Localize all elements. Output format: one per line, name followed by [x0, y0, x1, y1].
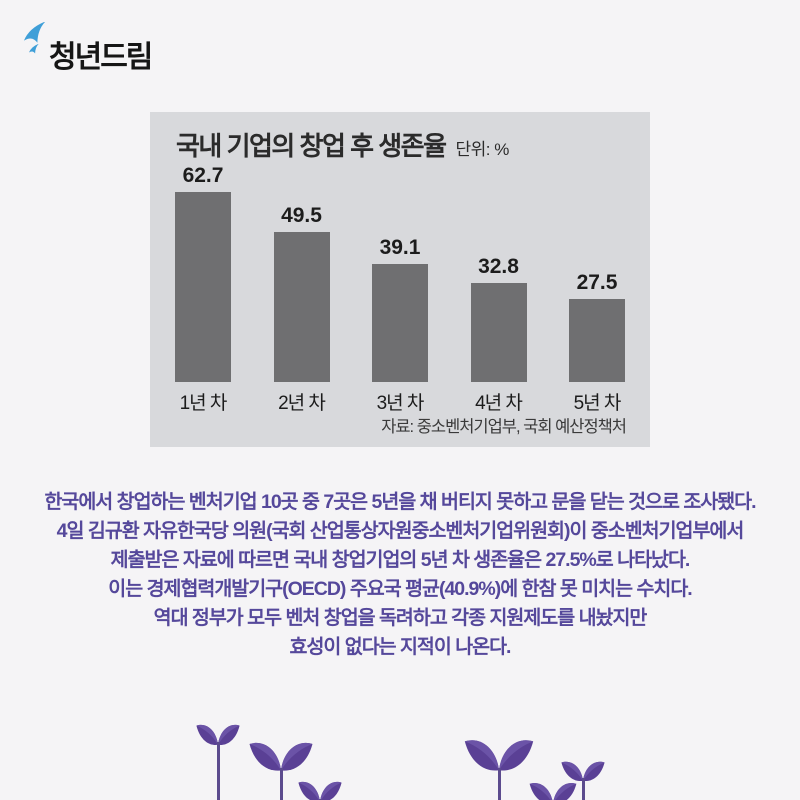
bar: [470, 283, 527, 382]
bar-chart-area: 62.7 1년 차 49.5 2년 차 39.1 3년 차 32.8 4년 차 27.5 5년 차: [175, 160, 625, 414]
sprout-leaves: [561, 761, 605, 782]
bar-column: 39.1 3년 차: [372, 236, 428, 414]
bar: [569, 299, 625, 382]
article-line: 4일 김규환 자유한국당 의원(국회 산업통상자원중소벤처기업위원회)이 중소벤…: [56, 520, 745, 542]
sprout-stem: [279, 768, 283, 800]
brand-name: 청년드림: [49, 41, 153, 74]
bar-column: 49.5 2년 차: [273, 204, 330, 414]
article-line: 효성이 없다는 지적이 나온다.: [289, 636, 512, 658]
bar: [175, 192, 231, 382]
sprout-icon: [246, 739, 316, 800]
bar-category-label: 5년 차: [573, 393, 622, 414]
bar-column: 62.7 1년 차: [175, 164, 231, 414]
bar: [273, 232, 330, 382]
sprout-stem: [581, 778, 585, 800]
chart-title: 국내 기업의 창업 후 생존율: [176, 131, 447, 161]
bar-value-label: 62.7: [182, 164, 224, 187]
article-line: 제출받은 자료에 따르면 국내 창업기업의 5년 차 생존율은 27.5%로 나…: [110, 549, 691, 571]
sprout-leaves: [529, 782, 577, 800]
article-line: 이는 경제협력개발기구(OECD) 주요국 평균(40.9%)에 한참 못 미치…: [108, 578, 692, 600]
bar-value-label: 32.8: [478, 255, 519, 278]
bar-column: 32.8 4년 차: [470, 255, 527, 414]
bar-value-label: 39.1: [379, 236, 421, 259]
bar-category-label: 3년 차: [376, 393, 425, 414]
bar-category-label: 1년 차: [179, 393, 228, 414]
sprout-leaves: [464, 740, 534, 771]
chart-unit-label: 단위: %: [455, 140, 510, 159]
sprout-leaves: [249, 742, 313, 771]
sprout-icon: [559, 759, 607, 800]
sprout-icon: [461, 736, 537, 800]
sprout-leaves: [196, 724, 240, 746]
sprout-stem: [497, 768, 501, 800]
bar-value-label: 27.5: [576, 271, 618, 294]
sprout-stem: [216, 742, 220, 800]
bar-category-label: 4년 차: [475, 393, 523, 414]
chart-source: 자료: 중소벤처기업부, 국회 예산정책처: [381, 418, 627, 436]
paper-plane-small-icon: [28, 44, 39, 54]
sprout-icon: [194, 722, 242, 800]
bar-value-label: 49.5: [281, 204, 322, 227]
article-line: 역대 정부가 모두 벤처 창업을 독려하고 각종 지원제도를 내놨지만: [153, 607, 648, 629]
bar-category-label: 2년 차: [278, 393, 326, 414]
article-text: 한국에서 창업하는 벤처기업 10곳 중 7곳은 5년을 채 버티지 못하고 문…: [0, 488, 800, 662]
bar-column: 27.5 5년 차: [569, 271, 625, 414]
survival-rate-chart-panel: 국내 기업의 창업 후 생존율 단위: % 62.7 1년 차 49.5 2년 차 39.…: [150, 112, 650, 447]
sprout-icon: [296, 779, 344, 800]
sprout-icon: [527, 780, 579, 800]
article-line: 한국에서 창업하는 벤처기업 10곳 중 7곳은 5년을 채 버티지 못하고 문…: [44, 491, 756, 513]
chart-header: 국내 기업의 창업 후 생존율 단위: %: [176, 126, 509, 163]
paper-plane-icon: [23, 22, 46, 43]
sprout-leaves: [298, 781, 342, 800]
bar: [372, 264, 428, 382]
